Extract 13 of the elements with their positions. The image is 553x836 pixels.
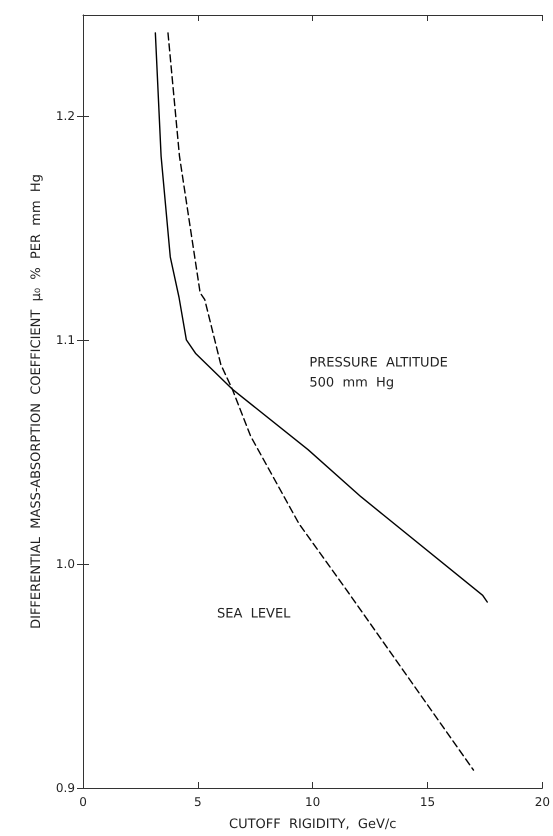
x-axis-title: CUTOFF RIGIDITY, GeV/c [228, 817, 396, 832]
y-axis-title: DIFFERENTIAL MASS-ABSORPTION COEFFICIENT μ₀ % PER mm Hg [29, 174, 44, 629]
annotation: PRESSURE ALTITUDE 500 mm Hg [309, 355, 448, 390]
annotation: SEA LEVEL [216, 606, 292, 622]
y-tick-label: 1.1 [56, 332, 75, 347]
y-tick-label: 0.9 [56, 781, 75, 795]
x-tick-label: 15 [420, 795, 436, 809]
x-tick-label: 0 [79, 795, 87, 809]
y-tick-label: 1.0 [56, 556, 75, 571]
x-tick-label: 20 [534, 795, 550, 809]
y-tick-label: 1.2 [56, 108, 75, 123]
x-tick-label: 5 [194, 795, 202, 809]
x-tick-label: 10 [305, 795, 320, 809]
